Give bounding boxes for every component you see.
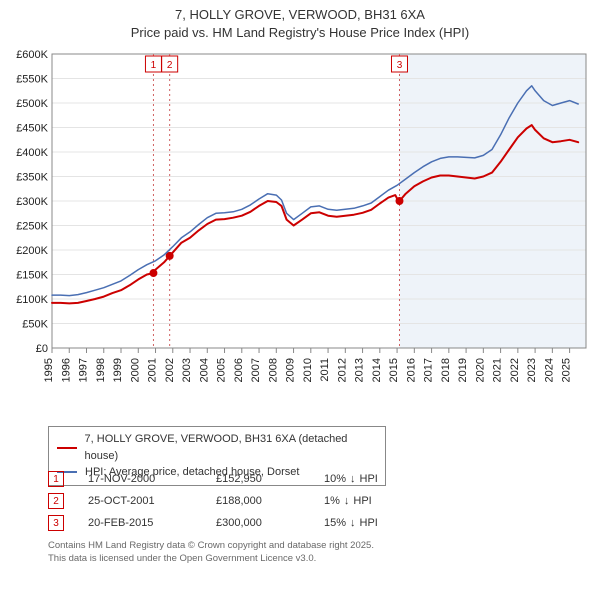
chart-svg: £0 £50K £100K £150K £200K £250K £300K £350K £400… xyxy=(10,48,590,418)
svg-text:£350K: £350K xyxy=(16,172,48,184)
svg-text:2014: 2014 xyxy=(371,358,383,382)
svg-text:2025: 2025 xyxy=(561,358,573,382)
svg-text:2001: 2001 xyxy=(147,358,159,382)
arrow-down-icon: ↓ xyxy=(344,495,350,507)
svg-text:£50K: £50K xyxy=(22,319,48,331)
license-line2: This data is licensed under the Open Gov… xyxy=(48,553,374,566)
svg-text:2003: 2003 xyxy=(181,358,193,382)
svg-text:2: 2 xyxy=(167,60,173,71)
svg-text:£450K: £450K xyxy=(16,123,48,135)
svg-text:£600K: £600K xyxy=(16,49,48,61)
sale-hpi: 10% ↓ HPI xyxy=(324,473,434,485)
sale-date: 20-FEB-2015 xyxy=(72,517,208,529)
sales-table: 117-NOV-2000£152,95010%↓HPI225-OCT-2001£… xyxy=(48,468,434,534)
svg-text:2007: 2007 xyxy=(250,358,262,382)
svg-text:1997: 1997 xyxy=(78,358,90,382)
svg-text:1999: 1999 xyxy=(112,358,124,382)
svg-text:£150K: £150K xyxy=(16,270,48,282)
svg-text:2010: 2010 xyxy=(302,358,314,382)
svg-text:2019: 2019 xyxy=(457,358,469,382)
sale-row: 2 25-OCT-2001 £188,000 1% ↓HPI xyxy=(48,490,434,512)
svg-text:2013: 2013 xyxy=(354,358,366,382)
legend-swatch xyxy=(57,447,77,449)
svg-text:2009: 2009 xyxy=(285,358,297,382)
svg-text:2012: 2012 xyxy=(336,358,348,382)
arrow-down-icon: ↓ xyxy=(350,473,356,485)
sale-badge: 3 xyxy=(48,515,64,531)
sale-price: £188,000 xyxy=(216,495,316,507)
sale-price: £300,000 xyxy=(216,517,316,529)
title-line1: 7, HOLLY GROVE, VERWOOD, BH31 6XA xyxy=(0,6,600,24)
svg-text:2018: 2018 xyxy=(440,358,452,382)
svg-text:2000: 2000 xyxy=(129,358,141,382)
svg-text:£550K: £550K xyxy=(16,74,48,86)
svg-text:£500K: £500K xyxy=(16,98,48,110)
chart-area: £0 £50K £100K £150K £200K £250K £300K £350K £400… xyxy=(10,48,590,418)
legend-label: 7, HOLLY GROVE, VERWOOD, BH31 6XA (detac… xyxy=(85,431,377,464)
title-line2: Price paid vs. HM Land Registry's House … xyxy=(0,24,600,42)
sale-row: 3 20-FEB-2015 £300,000 15% ↓ HPI xyxy=(48,512,434,534)
svg-text:1998: 1998 xyxy=(95,358,107,382)
svg-text:2016: 2016 xyxy=(405,358,417,382)
svg-text:£100K: £100K xyxy=(16,294,48,306)
svg-text:2022: 2022 xyxy=(509,358,521,382)
svg-text:£300K: £300K xyxy=(16,196,48,208)
svg-text:£250K: £250K xyxy=(16,221,48,233)
sale-hpi-suffix: HPI xyxy=(360,473,378,485)
svg-text:2023: 2023 xyxy=(526,358,538,382)
license-line1: Contains HM Land Registry data © Crown c… xyxy=(48,540,374,553)
svg-text:2011: 2011 xyxy=(319,358,331,382)
svg-text:2005: 2005 xyxy=(216,358,228,382)
svg-text:2015: 2015 xyxy=(388,358,400,382)
svg-text:1996: 1996 xyxy=(60,358,72,382)
sale-row: 1 17-NOV-2000 £152,950 10% ↓ HPI xyxy=(48,468,434,490)
sale-hpi: 15% ↓ HPI xyxy=(324,517,434,529)
svg-text:1: 1 xyxy=(151,60,157,71)
svg-text:2006: 2006 xyxy=(233,358,245,382)
sale-hpi-pct: 15% xyxy=(324,517,346,529)
svg-text:2008: 2008 xyxy=(267,358,279,382)
chart-title: 7, HOLLY GROVE, VERWOOD, BH31 6XA Price … xyxy=(0,0,600,41)
legend-item: 7, HOLLY GROVE, VERWOOD, BH31 6XA (detac… xyxy=(57,431,377,464)
svg-text:£200K: £200K xyxy=(16,245,48,257)
svg-text:1995: 1995 xyxy=(43,358,55,382)
svg-text:3: 3 xyxy=(397,60,403,71)
sale-hpi-suffix: HPI xyxy=(360,517,378,529)
svg-text:2024: 2024 xyxy=(543,358,555,382)
svg-text:£400K: £400K xyxy=(16,147,48,159)
arrow-down-icon: ↓ xyxy=(350,517,356,529)
sale-date: 25-OCT-2001 xyxy=(72,495,208,507)
license-text: Contains HM Land Registry data © Crown c… xyxy=(48,540,374,566)
svg-text:£0: £0 xyxy=(36,343,48,355)
svg-text:2004: 2004 xyxy=(198,358,210,382)
sale-hpi-pct: 10% xyxy=(324,473,346,485)
svg-text:2002: 2002 xyxy=(164,358,176,382)
sale-price: £152,950 xyxy=(216,473,316,485)
svg-text:2017: 2017 xyxy=(423,358,435,382)
svg-text:2020: 2020 xyxy=(474,358,486,382)
sale-badge: 2 xyxy=(48,493,64,509)
svg-text:2021: 2021 xyxy=(492,358,504,382)
sale-date: 17-NOV-2000 xyxy=(72,473,208,485)
sale-hpi: 1% ↓HPI xyxy=(324,495,434,507)
sale-badge: 1 xyxy=(48,471,64,487)
sale-hpi-pct: 1% xyxy=(324,495,340,507)
sale-hpi-suffix: HPI xyxy=(353,495,371,507)
